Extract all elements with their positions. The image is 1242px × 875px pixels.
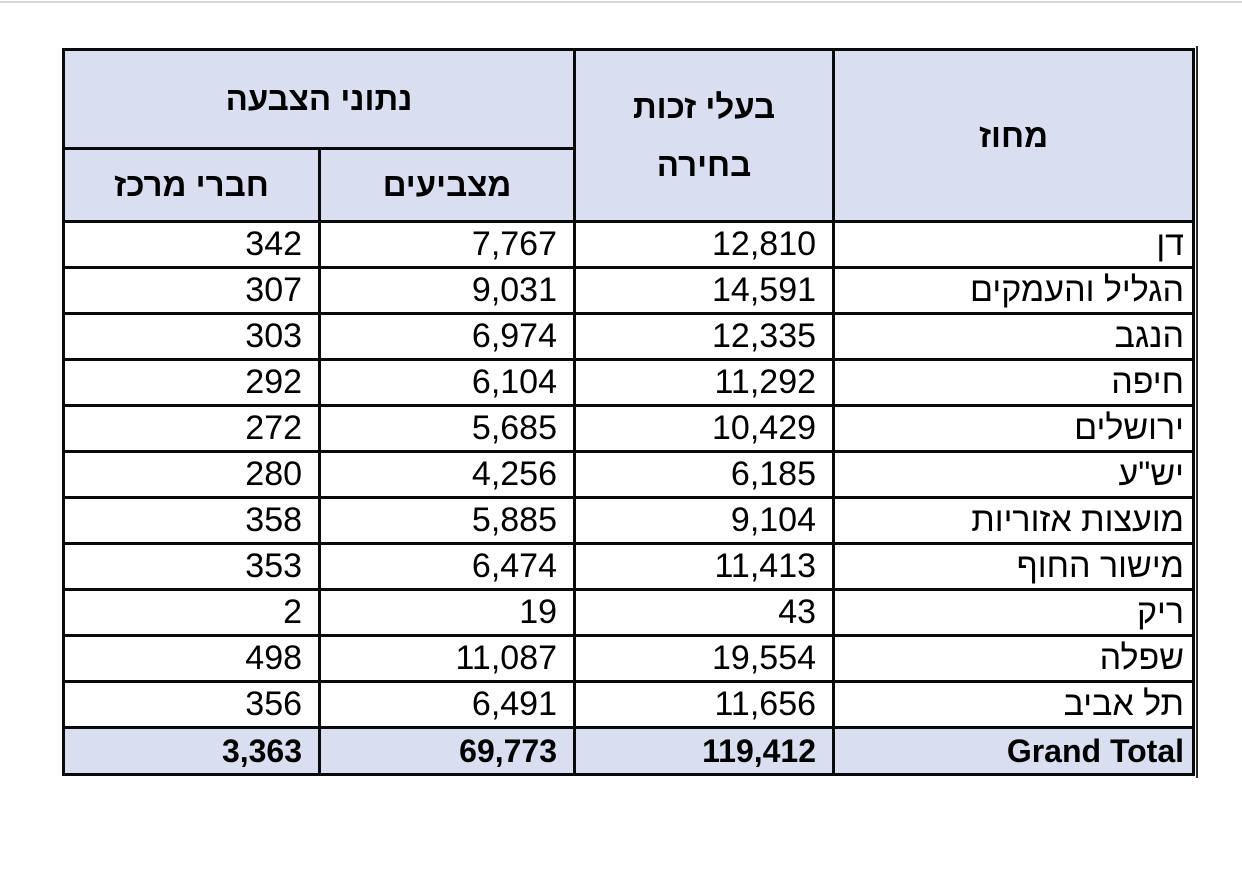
table-row: הגליל והעמקים 14,591 9,031 307: [61, 266, 1196, 315]
cell-voters: 4,256: [318, 450, 577, 499]
header-center-members: חברי מרכז: [61, 147, 322, 223]
cell-district: יש"ע: [832, 450, 1196, 499]
cell-district: מישור החוף: [832, 542, 1196, 591]
table-header: מחוז בעלי זכות בחירה נתוני הצבעה מצביעים…: [61, 48, 1196, 223]
cell-voters: 6,974: [318, 312, 577, 361]
header-row-2: מצביעים חברי מרכז: [61, 147, 1194, 223]
cell-district: חיפה: [832, 358, 1196, 407]
cell-eligible: 9,104: [573, 496, 836, 545]
cell-eligible: 11,413: [573, 542, 836, 591]
cell-district: ריק: [832, 588, 1196, 637]
cell-members: 2: [61, 588, 322, 637]
cell-voters: 5,885: [318, 496, 577, 545]
cell-voters: 19: [318, 588, 577, 637]
cell-district: שפלה: [832, 634, 1196, 683]
table-row: ריק 43 19 2: [61, 588, 1196, 637]
table-row: חיפה 11,292 6,104 292: [61, 358, 1196, 407]
cell-voters: 11,087: [318, 634, 577, 683]
cell-eligible: 19,554: [573, 634, 836, 683]
cell-members: 498: [61, 634, 322, 683]
cell-district: תל אביב: [832, 680, 1196, 729]
header-voting-data-group: נתוני הצבעה: [61, 48, 577, 150]
cell-members: 342: [61, 220, 322, 269]
cell-voters: 6,104: [318, 358, 577, 407]
scan-artifact-top-line: [0, 1, 1242, 3]
cell-district: הנגב: [832, 312, 1196, 361]
cell-voters: 6,474: [318, 542, 577, 591]
cell-voters: 7,767: [318, 220, 577, 269]
cell-members: 353: [61, 542, 322, 591]
cell-voters: 5,685: [318, 404, 577, 453]
cell-eligible: 10,429: [573, 404, 836, 453]
grand-total-voters: 69,773: [318, 726, 577, 776]
table-body: דן 12,810 7,767 342 הגליל והעמקים 14,591…: [61, 220, 1196, 776]
table-row: ירושלים 10,429 5,685 272: [61, 404, 1196, 453]
cell-eligible: 12,335: [573, 312, 836, 361]
cell-eligible: 12,810: [573, 220, 836, 269]
table-row: מועצות אזוריות 9,104 5,885 358: [61, 496, 1196, 545]
cell-members: 307: [61, 266, 322, 315]
table-row: יש"ע 6,185 4,256 280: [61, 450, 1196, 499]
cell-district: מועצות אזוריות: [832, 496, 1196, 545]
cell-eligible: 11,292: [573, 358, 836, 407]
table-row: שפלה 19,554 11,087 498: [61, 634, 1196, 683]
cell-voters: 9,031: [318, 266, 577, 315]
header-eligible-line1: בעלי זכות: [632, 87, 776, 125]
cell-district: הגליל והעמקים: [832, 266, 1196, 315]
cell-eligible: 43: [573, 588, 836, 637]
cell-members: 356: [61, 680, 322, 729]
header-eligible-line2: בחירה: [656, 145, 752, 183]
table-row: תל אביב 11,656 6,491 356: [61, 680, 1196, 729]
header-voters: מצביעים: [318, 147, 577, 223]
table-row: הנגב 12,335 6,974 303: [61, 312, 1196, 361]
grand-total-eligible: 119,412: [573, 726, 836, 776]
header-district: מחוז: [832, 48, 1196, 223]
grand-total-label: Grand Total: [832, 726, 1196, 776]
cell-district: דן: [832, 220, 1196, 269]
cell-voters: 6,491: [318, 680, 577, 729]
cell-members: 292: [61, 358, 322, 407]
header-eligible-voters: בעלי זכות בחירה: [573, 48, 836, 223]
table-row: מישור החוף 11,413 6,474 353: [61, 542, 1196, 591]
cell-members: 280: [61, 450, 322, 499]
results-table-container: מחוז בעלי זכות בחירה נתוני הצבעה מצביעים…: [61, 48, 1196, 776]
cell-eligible: 6,185: [573, 450, 836, 499]
table-row: דן 12,810 7,767 342: [61, 220, 1196, 269]
cell-members: 272: [61, 404, 322, 453]
cell-members: 358: [61, 496, 322, 545]
header-row-1: מחוז בעלי זכות בחירה נתוני הצבעה: [61, 48, 1196, 223]
cell-eligible: 14,591: [573, 266, 836, 315]
grand-total-members: 3,363: [61, 726, 322, 776]
grand-total-row: Grand Total 119,412 69,773 3,363: [61, 726, 1196, 776]
cell-eligible: 11,656: [573, 680, 836, 729]
cell-district: ירושלים: [832, 404, 1196, 453]
cell-members: 303: [61, 312, 322, 361]
scan-artifact-right-line: [1196, 46, 1198, 778]
election-results-table: מחוז בעלי זכות בחירה נתוני הצבעה מצביעים…: [61, 48, 1196, 776]
